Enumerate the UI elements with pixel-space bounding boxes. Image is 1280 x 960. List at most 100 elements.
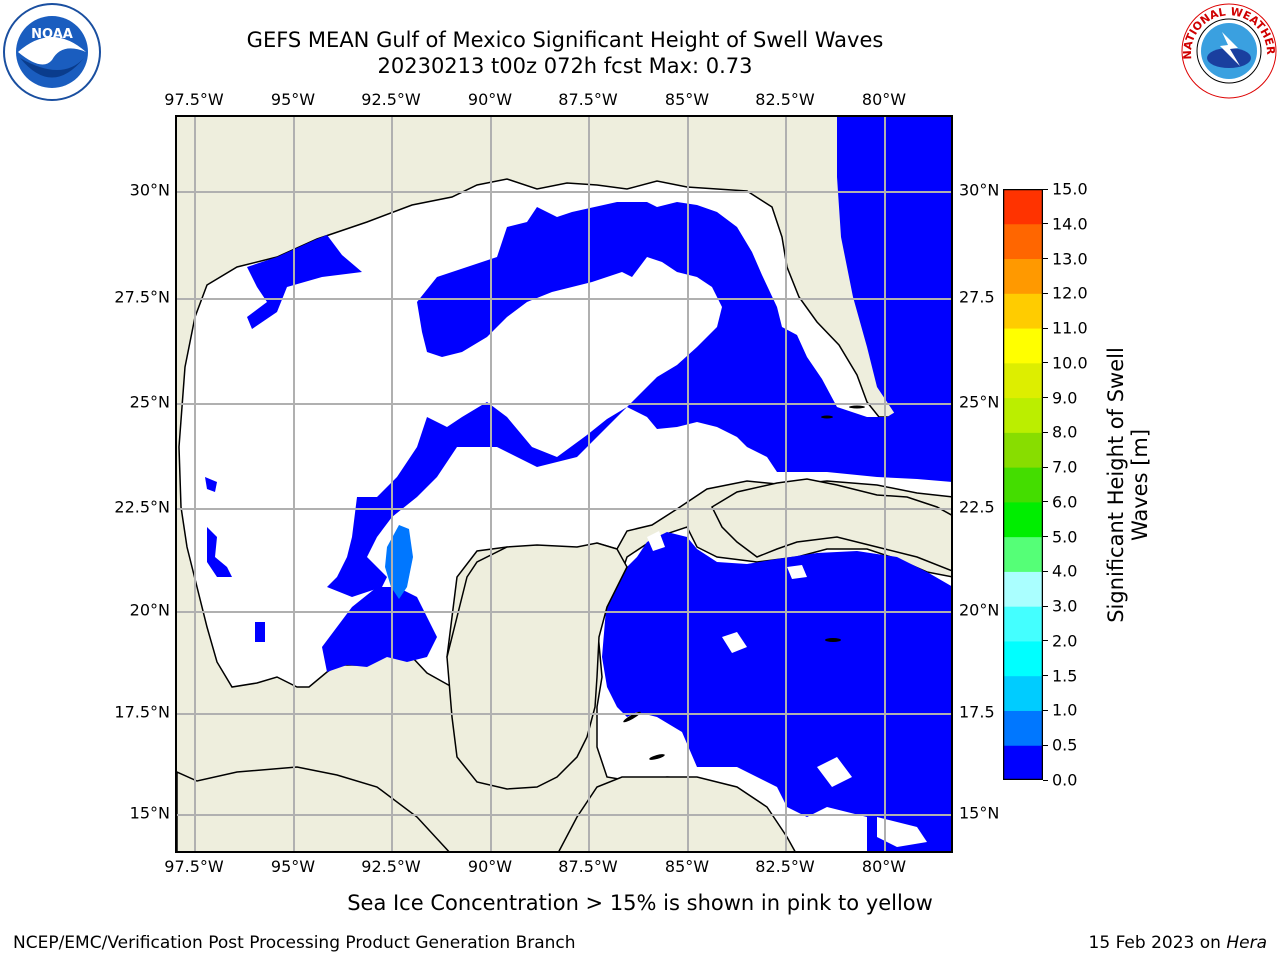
colorbar-band — [1003, 397, 1043, 433]
colorbar-band — [1003, 571, 1043, 607]
colorbar-tick-mark — [1043, 605, 1048, 607]
colorbar-tick-label: 2.0 — [1052, 631, 1078, 651]
colorbar-tick-mark — [1043, 640, 1048, 642]
lat-label-right: 25°N — [959, 392, 1000, 412]
cuba-land — [711, 478, 951, 572]
map-svg — [177, 117, 951, 851]
colorbar-band — [1003, 745, 1043, 781]
colorbar-tick-label: 9.0 — [1052, 388, 1078, 408]
colorbar-tick-mark — [1043, 188, 1048, 190]
central-america-land — [177, 766, 796, 851]
lon-label-bottom: 90°W — [467, 857, 513, 876]
lat-label-right: 27.5 — [959, 287, 995, 307]
colorbar-svg — [1002, 188, 1044, 781]
footer-host: Hera — [1226, 933, 1267, 953]
lon-label-top: 92.5°W — [361, 90, 421, 109]
lat-label-left: 25°N — [129, 392, 170, 412]
colorbar-label-line1: Significant Height of Swell — [1104, 347, 1128, 623]
lon-label-bottom: 82.5°W — [755, 857, 815, 876]
colorbar-label: Significant Height of Swell Waves [m] — [1104, 347, 1152, 623]
colorbar-label-line2: Waves [m] — [1128, 428, 1152, 542]
colorbar — [1002, 188, 1044, 781]
colorbar-tick-mark — [1043, 397, 1048, 399]
colorbar-band — [1003, 189, 1043, 225]
colorbar-tick-label: 5.0 — [1052, 527, 1078, 547]
noaa-logo: NOAA — [2, 2, 102, 102]
colorbar-tick-mark — [1043, 223, 1048, 225]
swell-region-gulf — [205, 202, 951, 672]
chart-subtitle: 20230213 t00z 072h fcst Max: 0.73 — [377, 54, 753, 78]
colorbar-tick-mark — [1043, 327, 1048, 329]
noaa-logo-text: NOAA — [31, 27, 73, 42]
colorbar-band — [1003, 536, 1043, 572]
colorbar-tick-mark — [1043, 675, 1048, 677]
lat-label-left: 15°N — [129, 803, 170, 823]
nws-logo: NATIONAL WEATHER SERVICE — [1176, 0, 1278, 100]
colorbar-tick-mark — [1043, 258, 1048, 260]
colorbar-tick-label: 13.0 — [1052, 249, 1088, 269]
colorbar-tick-label: 15.0 — [1052, 179, 1088, 199]
lon-label-bottom: 95°W — [270, 857, 316, 876]
map-panel — [175, 115, 953, 853]
colorbar-tick-label: 8.0 — [1052, 422, 1078, 442]
map-gridlines — [177, 117, 951, 851]
colorbar-tick-label: 1.0 — [1052, 700, 1078, 720]
chart-title: GEFS MEAN Gulf of Mexico Significant Hei… — [246, 28, 884, 52]
colorbar-tick-mark — [1043, 362, 1048, 364]
lat-label-right: 17.5 — [959, 702, 995, 722]
colorbar-band — [1003, 362, 1043, 399]
colorbar-tick-label: 7.0 — [1052, 457, 1078, 477]
colorbar-band — [1003, 258, 1043, 294]
lon-label-top: 97.5°W — [164, 90, 224, 109]
caribbean-gaps — [647, 531, 927, 847]
colorbar-band — [1003, 467, 1043, 503]
lon-label-top: 80°W — [861, 90, 907, 109]
colorbar-band — [1003, 606, 1043, 642]
colorbar-tick-mark — [1043, 292, 1048, 294]
colorbar-tick-label: 3.0 — [1052, 596, 1078, 616]
colorbar-band — [1003, 432, 1043, 468]
lon-label-top: 87.5°W — [558, 90, 618, 109]
lon-label-top: 85°W — [664, 90, 710, 109]
footer-date-text: 15 Feb 2023 on — [1088, 933, 1227, 953]
lon-label-bottom: 92.5°W — [361, 857, 421, 876]
lon-label-top: 95°W — [270, 90, 316, 109]
lat-label-right: 30°N — [959, 180, 1000, 200]
colorbar-border — [1002, 188, 1044, 781]
lon-label-bottom: 87.5°W — [558, 857, 618, 876]
lat-label-left: 17.5°N — [114, 702, 170, 722]
sea-ice-note: Sea Ice Concentration > 15% is shown in … — [347, 891, 933, 915]
colorbar-band — [1003, 328, 1043, 364]
lat-label-right: 20°N — [959, 600, 1000, 620]
colorbar-tick-label: 10.0 — [1052, 353, 1088, 373]
colorbar-band — [1003, 710, 1043, 746]
lat-label-left: 30°N — [129, 180, 170, 200]
colorbar-tick-mark — [1043, 466, 1048, 468]
colorbar-tick-mark — [1043, 536, 1048, 538]
colorbar-tick-mark — [1043, 501, 1048, 503]
colorbar-band — [1003, 293, 1043, 329]
colorbar-tick-label: 11.0 — [1052, 318, 1088, 338]
colorbar-band — [1003, 675, 1043, 711]
colorbar-tick-label: 6.0 — [1052, 492, 1078, 512]
colorbar-tick-label: 4.0 — [1052, 561, 1078, 581]
lat-label-left: 22.5°N — [114, 497, 170, 517]
colorbar-band — [1003, 223, 1043, 260]
colorbar-tick-label: 14.0 — [1052, 214, 1088, 234]
lon-label-bottom: 85°W — [664, 857, 710, 876]
colorbar-tick-mark — [1043, 744, 1048, 746]
colorbar-tick-mark — [1043, 779, 1048, 781]
footer-branch: NCEP/EMC/Verification Post Processing Pr… — [13, 933, 576, 953]
lon-label-top: 82.5°W — [755, 90, 815, 109]
colorbar-tick-label: 1.5 — [1052, 666, 1078, 686]
colorbar-tick-label: 0.0 — [1052, 770, 1078, 790]
colorbar-tick-label: 12.0 — [1052, 283, 1088, 303]
lon-label-bottom: 80°W — [861, 857, 907, 876]
footer-date: 15 Feb 2023 on Hera — [1089, 933, 1267, 953]
colorbar-tick-mark — [1043, 709, 1048, 711]
lat-label-right: 15°N — [959, 803, 1000, 823]
colorbar-band — [1003, 501, 1043, 538]
lat-label-right: 22.5 — [959, 497, 995, 517]
lat-label-left: 20°N — [129, 600, 170, 620]
colorbar-tick-label: 0.5 — [1052, 735, 1078, 755]
